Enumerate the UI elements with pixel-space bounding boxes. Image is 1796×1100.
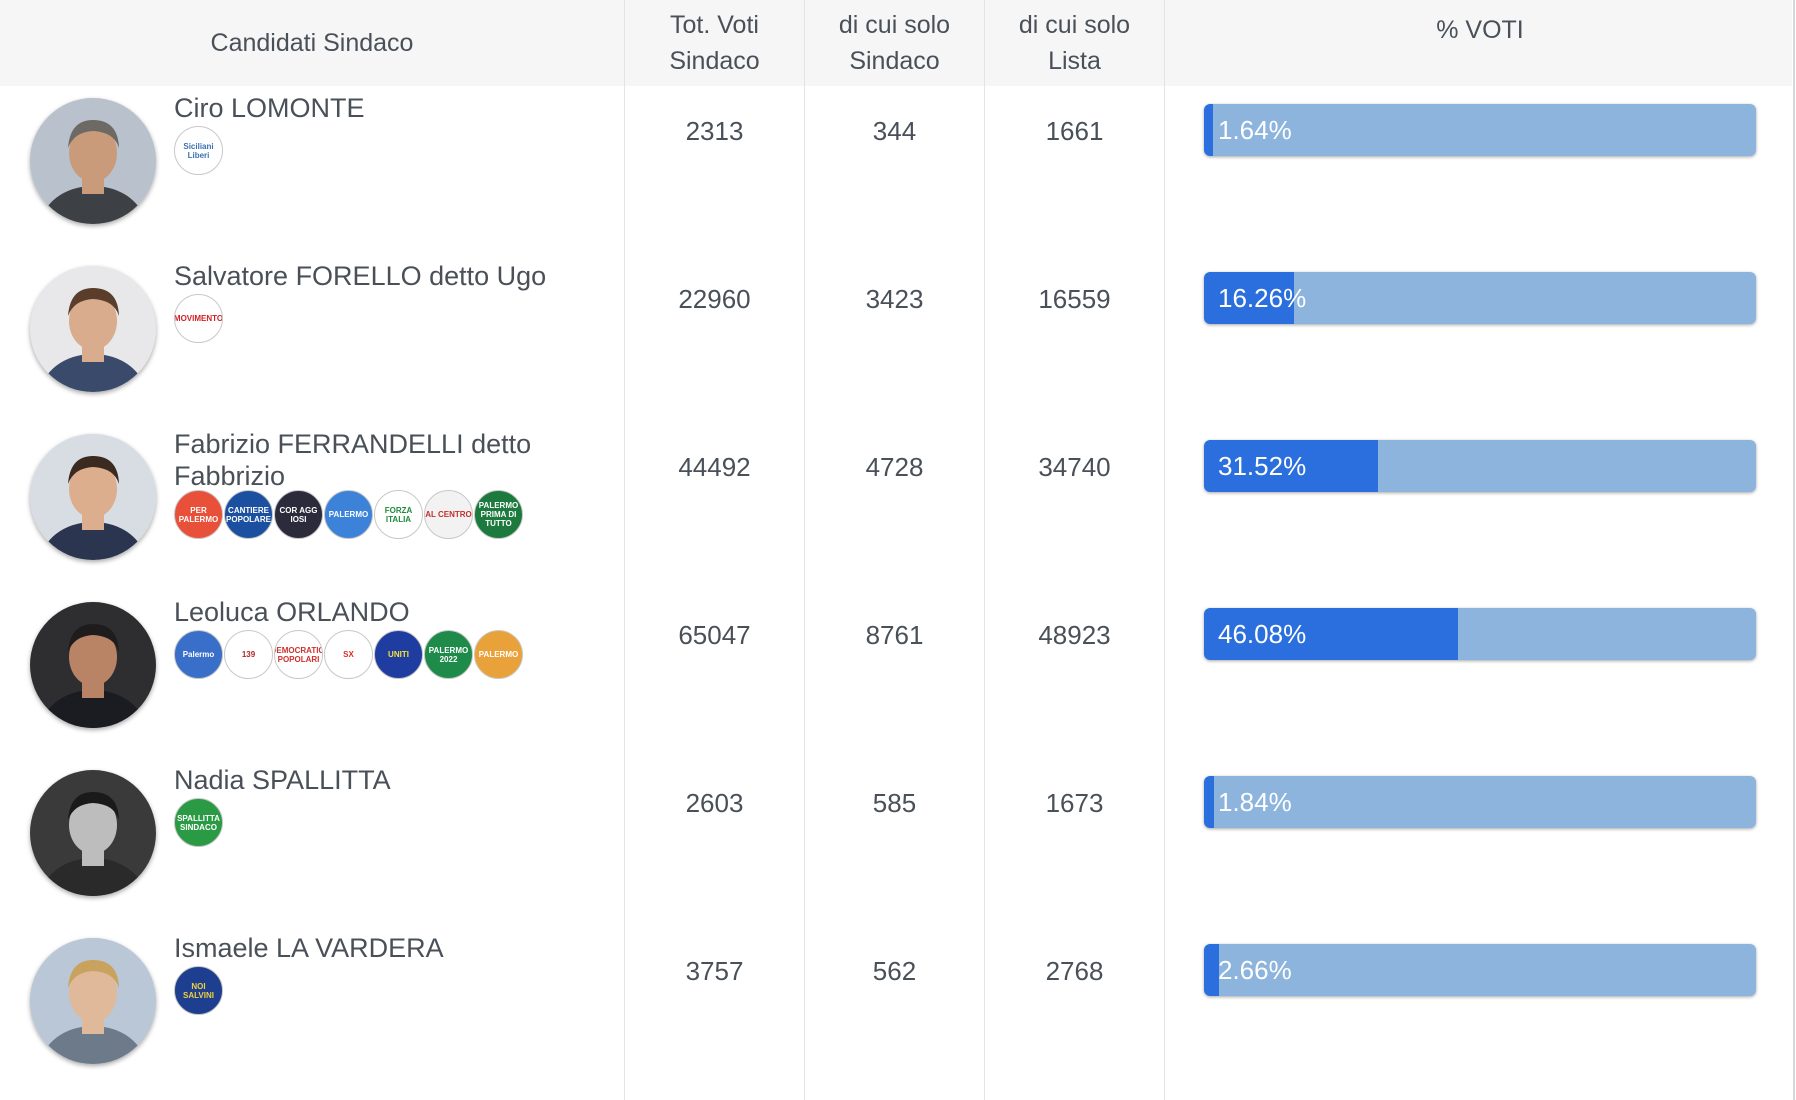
palermo-civic-logo: Palermo (174, 630, 223, 679)
table-header: Candidati Sindaco Tot. Voti Sindaco di c… (0, 0, 1792, 86)
tot-voti-value: 2603 (685, 788, 744, 818)
vote-share-bar: 16.26% (1204, 272, 1756, 324)
candidate-row: Ciro LOMONTE Siciliani Liberi 2313 344 1661 1… (0, 86, 1792, 254)
column-divider (624, 0, 625, 1100)
palermo-2022-logo: PALERMO 2022 (424, 630, 473, 679)
header-solo-sindaco: di cui solo Sindaco (838, 11, 951, 75)
forza-italia-logo: FORZA ITALIA (374, 490, 423, 539)
candidate-name: Ismaele LA VARDERA (174, 933, 444, 963)
tot-voti-value: 2313 (685, 116, 744, 146)
party-logos: Palermo139DEMOCRATICI POPOLARISXUNITIPAL… (174, 630, 523, 679)
solo-lista-value: 1661 (1045, 116, 1104, 146)
candidate-photo (30, 434, 156, 560)
column-divider (804, 0, 805, 1100)
per-palermo-logo: PER PALERMO (174, 490, 223, 539)
solo-lista-value: 2768 (1045, 956, 1104, 986)
column-divider (1164, 0, 1165, 1100)
palermo-prima-di-tutto-logo: PALERMO PRIMA DI TUTTO (474, 490, 523, 539)
spallitta-sindaco-logo: SPALLITTA SINDACO (174, 798, 223, 847)
avanti-insieme-logo: PALERMO (474, 630, 523, 679)
movimento-139-logo: 139 (224, 630, 273, 679)
candidate-name: Ciro LOMONTE (174, 93, 365, 123)
candidate-name: Fabrizio FERRANDELLI detto Fabbrizio (174, 429, 532, 491)
vote-share-fill (1204, 440, 1378, 492)
democratici-popolari-logo: DEMOCRATICI POPOLARI (274, 630, 323, 679)
tot-voti-value: 44492 (678, 452, 751, 482)
solo-sindaco-value: 4728 (865, 452, 924, 482)
header-solo-lista: di cui solo Lista (1018, 11, 1131, 75)
candidate-name: Salvatore FORELLO detto Ugo (174, 261, 547, 291)
vote-share-bar: 1.84% (1204, 776, 1756, 828)
siciliani-liberi-logo: Siciliani Liberi (174, 126, 223, 175)
vote-share-fill (1204, 608, 1459, 660)
tot-voti-value: 3757 (685, 956, 744, 986)
candidate-row: Leoluca ORLANDOPalermo139DEMOCRATICI POP… (0, 590, 1792, 758)
solo-sindaco-value: 585 (872, 788, 917, 818)
solo-sindaco-value: 8761 (865, 620, 924, 650)
uniti-logo: UNITI (374, 630, 423, 679)
al-centro-logo: AL CENTRO (424, 490, 473, 539)
movimento-5-stelle-logo: MOVIMENTO (174, 294, 223, 343)
header-tot-voti: Tot. Voti Sindaco (669, 11, 760, 75)
coraggiosi-logo: COR AGG IOSI (274, 490, 323, 539)
candidate-photo (30, 938, 156, 1064)
tot-voti-value: 22960 (678, 284, 751, 314)
table-right-border (1793, 0, 1795, 1100)
vote-share-bar: 31.52% (1204, 440, 1756, 492)
party-logos: Siciliani Liberi (174, 126, 223, 175)
candidate-row: Nadia SPALLITTA SPALLITTA SINDACO 2603 585 1… (0, 758, 1792, 926)
candidate-row: Ismaele LA VARDERA NOI SALVINI 3757 562 2768… (0, 926, 1792, 1094)
vote-share-fill (1204, 776, 1215, 828)
vote-share-label: 1.84% (1218, 787, 1292, 817)
udc-palermo-logo: PALERMO (324, 490, 373, 539)
candidate-row: Fabrizio FERRANDELLI detto Fabbrizio PER … (0, 422, 1792, 590)
solo-lista-value: 48923 (1038, 620, 1111, 650)
solo-sindaco-value: 562 (872, 956, 917, 986)
noi-salvini-logo: NOI SALVINI (174, 966, 223, 1015)
candidate-photo (30, 266, 156, 392)
vote-share-bar: 46.08% (1204, 608, 1756, 660)
cantiere-popolare-logo: CANTIERE POPOLARE (224, 490, 273, 539)
party-logos: MOVIMENTO (174, 294, 223, 343)
vote-share-fill (1204, 272, 1294, 324)
vote-share-fill (1204, 104, 1214, 156)
solo-lista-value: 1673 (1045, 788, 1104, 818)
party-logos: NOI SALVINI (174, 966, 223, 1015)
vote-share-label: 31.52% (1218, 451, 1307, 481)
solo-lista-value: 34740 (1038, 452, 1111, 482)
vote-share-label: 16.26% (1218, 283, 1307, 313)
candidate-name: Leoluca ORLANDO (174, 597, 410, 627)
sinistra-comune-logo: SX (324, 630, 373, 679)
vote-share-bar: 2.66% (1204, 944, 1756, 996)
solo-lista-value: 16559 (1038, 284, 1111, 314)
vote-share-label: 2.66% (1218, 955, 1292, 985)
solo-sindaco-value: 344 (872, 116, 917, 146)
party-logos: PER PALERMO CANTIERE POPOLARE COR AGG IOSI… (174, 490, 523, 539)
header-candidates: Candidati Sindaco (210, 29, 414, 57)
tot-voti-value: 65047 (678, 620, 751, 650)
vote-share-fill (1204, 944, 1219, 996)
vote-share-bar: 1.64% (1204, 104, 1756, 156)
vote-share-label: 46.08% (1218, 619, 1307, 649)
candidate-row: Salvatore FORELLO detto Ugo MOVIMENTO 2296… (0, 254, 1792, 422)
header-pct-voti: % VOTI (1436, 16, 1524, 44)
candidate-photo (30, 770, 156, 896)
column-divider (984, 0, 985, 1100)
party-logos: SPALLITTA SINDACO (174, 798, 223, 847)
solo-sindaco-value: 3423 (865, 284, 924, 314)
candidate-photo (30, 98, 156, 224)
candidate-name: Nadia SPALLITTA (174, 765, 391, 795)
candidate-photo (30, 602, 156, 728)
vote-share-label: 1.64% (1218, 115, 1292, 145)
